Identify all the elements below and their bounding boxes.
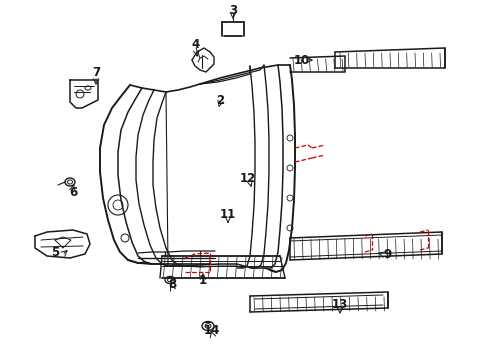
Text: 6: 6 [69,185,77,198]
Text: 4: 4 [191,39,200,51]
Text: 13: 13 [331,298,347,311]
Text: 5: 5 [51,246,59,258]
Text: 2: 2 [216,94,224,107]
Text: 11: 11 [220,208,236,221]
Text: 14: 14 [203,324,220,337]
Text: 3: 3 [228,4,237,17]
Text: 12: 12 [240,171,256,184]
Text: 9: 9 [383,248,391,261]
Text: 1: 1 [199,274,206,287]
Text: 7: 7 [92,66,100,78]
Text: 8: 8 [167,278,176,291]
Text: 10: 10 [293,54,309,67]
